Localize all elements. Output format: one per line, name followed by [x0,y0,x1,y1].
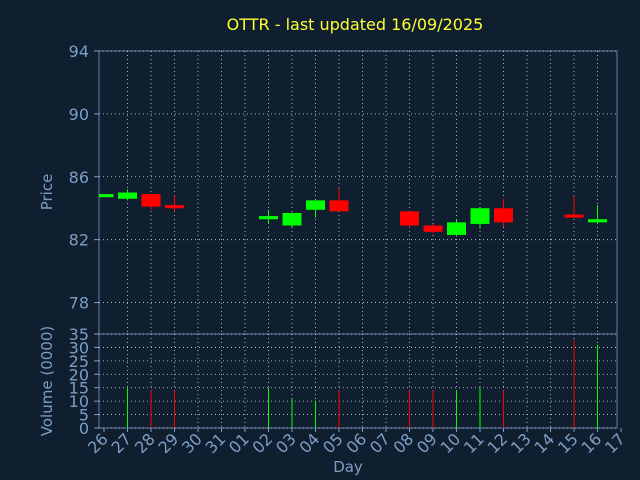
candle-body [329,200,349,212]
x-axis-label: Day [333,458,363,476]
candle-body [118,192,137,199]
candle-body [99,194,114,198]
price-axis-label: Price [38,174,56,211]
candle-body [588,219,607,223]
volume-tick-label: 10 [69,392,89,411]
candle-body [423,225,443,232]
volume-gridlines [99,333,617,429]
candle-body [306,200,325,210]
price-tick-label: 78 [69,294,89,313]
volume-tick-label: 20 [69,365,89,384]
price-tick-label: 82 [69,231,89,250]
volume-tick-label: 30 [69,338,89,357]
price-gridlines [99,50,617,334]
x-tick-label: 17 [601,429,629,457]
volume-bars [127,339,598,428]
volume-tick-label: 5 [79,406,89,425]
candle-body [165,205,184,209]
volume-tick-label: 25 [69,352,89,371]
price-tick-label: 94 [69,42,89,61]
price-tick-label: 90 [69,105,89,124]
candle-body [141,194,161,207]
candle-body [400,211,419,226]
volume-axis-label: Volume (0000) [38,326,56,436]
volume-tick-label: 35 [69,325,89,344]
candle-body [494,208,513,223]
candles [99,187,607,237]
price-axis: 94 90 86 82 78 [69,42,99,313]
volume-tick-label: 0 [79,419,89,438]
candle-body [447,222,466,235]
candle-body [259,216,278,220]
chart-title: OTTR - last updated 16/09/2025 [227,15,484,34]
price-tick-label: 86 [69,168,89,187]
candle-body [564,214,584,218]
candle-body [470,208,490,224]
price-panel [98,50,618,335]
candle-body [282,212,302,226]
volume-tick-label: 15 [69,379,89,398]
volume-panel [98,333,618,429]
x-axis: 2627282930310102030405060708091011121314… [84,428,629,457]
